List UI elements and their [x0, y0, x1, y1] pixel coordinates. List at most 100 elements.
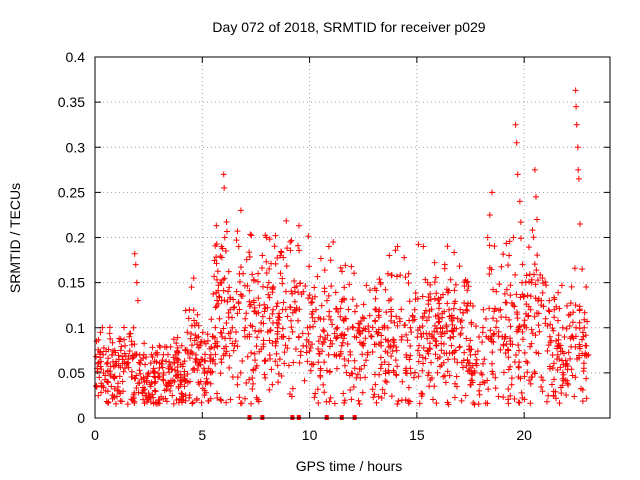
- data-point: [178, 379, 185, 386]
- data-point: [420, 344, 427, 351]
- data-point: [563, 391, 570, 398]
- data-point: [562, 357, 569, 364]
- data-point: [523, 272, 530, 279]
- data-point: [279, 325, 286, 332]
- data-point: [130, 324, 137, 331]
- data-point: [326, 343, 333, 350]
- data-point: [315, 345, 322, 352]
- data-point: [457, 306, 464, 313]
- data-point: [449, 321, 456, 328]
- data-point: [539, 289, 546, 296]
- data-point: [446, 306, 453, 313]
- data-point: [388, 313, 395, 320]
- data-point: [243, 310, 250, 317]
- data-point: [217, 253, 224, 260]
- data-point: [440, 291, 447, 298]
- data-point: [338, 342, 345, 349]
- data-point: [393, 347, 400, 354]
- data-point: [192, 332, 199, 339]
- data-point: [170, 400, 177, 407]
- data-point: [393, 273, 400, 280]
- data-point: [188, 322, 195, 329]
- data-point: [385, 343, 392, 350]
- data-point: [575, 166, 582, 173]
- data-point: [341, 397, 348, 404]
- data-point: [244, 353, 251, 360]
- data-point: [416, 352, 423, 359]
- data-point: [431, 259, 438, 266]
- data-point: [149, 391, 156, 398]
- data-point: [521, 321, 528, 328]
- data-point: [514, 315, 521, 322]
- data-point: [222, 350, 229, 357]
- data-point: [320, 381, 327, 388]
- data-point: [493, 318, 500, 325]
- data-point: [151, 387, 158, 394]
- data-point: [296, 359, 303, 366]
- data-point: [517, 219, 524, 226]
- data-point: [225, 268, 232, 275]
- data-point: [512, 271, 519, 278]
- data-point: [218, 280, 225, 287]
- data-point: [150, 365, 157, 372]
- data-point: [519, 336, 526, 343]
- data-point: [274, 254, 281, 261]
- data-point: [104, 388, 111, 395]
- data-point: [266, 337, 273, 344]
- data-point: [482, 400, 489, 407]
- data-point: [261, 308, 268, 315]
- data-point: [529, 227, 536, 234]
- data-point: [461, 349, 468, 356]
- data-point: [402, 274, 409, 281]
- data-point: [121, 324, 128, 331]
- data-point: [515, 374, 522, 381]
- data-point: [527, 306, 534, 313]
- data-point: [133, 385, 140, 392]
- data-point: [515, 341, 522, 348]
- data-point: [373, 399, 380, 406]
- data-point: [576, 220, 583, 227]
- data-point: [221, 184, 228, 191]
- data-point: [295, 317, 302, 324]
- data-point: [416, 400, 423, 407]
- data-point: [476, 333, 483, 340]
- data-point: [126, 347, 133, 354]
- data-point: [163, 344, 170, 351]
- data-point: [290, 359, 297, 366]
- data-point: [542, 320, 549, 327]
- data-point: [325, 292, 332, 299]
- data-point: [484, 377, 491, 384]
- data-point: [425, 350, 432, 357]
- data-point: [420, 243, 427, 250]
- data-point: [362, 374, 369, 381]
- data-point: [289, 290, 296, 297]
- data-point: [171, 367, 178, 374]
- data-point: [435, 312, 442, 319]
- data-point: [432, 274, 439, 281]
- data-point: [253, 394, 260, 401]
- data-point: [164, 351, 171, 358]
- data-point: [216, 315, 223, 322]
- data-point: [527, 293, 534, 300]
- data-point: [248, 232, 255, 239]
- data-point: [165, 379, 172, 386]
- data-point: [535, 295, 542, 302]
- data-point: [465, 359, 472, 366]
- data-point: [401, 322, 408, 329]
- data-point: [223, 320, 230, 327]
- data-point: [207, 368, 214, 375]
- data-point: [551, 314, 558, 321]
- data-point: [536, 328, 543, 335]
- data-point: [476, 381, 483, 388]
- data-point: [412, 296, 419, 303]
- data-point: [275, 370, 282, 377]
- data-point: [273, 350, 280, 357]
- data-point: [213, 222, 220, 229]
- data-point: [392, 357, 399, 364]
- data-point: [314, 386, 321, 393]
- data-point: [140, 387, 147, 394]
- data-point: [482, 315, 489, 322]
- data-point: [333, 325, 340, 332]
- data-point: [317, 373, 324, 380]
- data-point: [274, 335, 281, 342]
